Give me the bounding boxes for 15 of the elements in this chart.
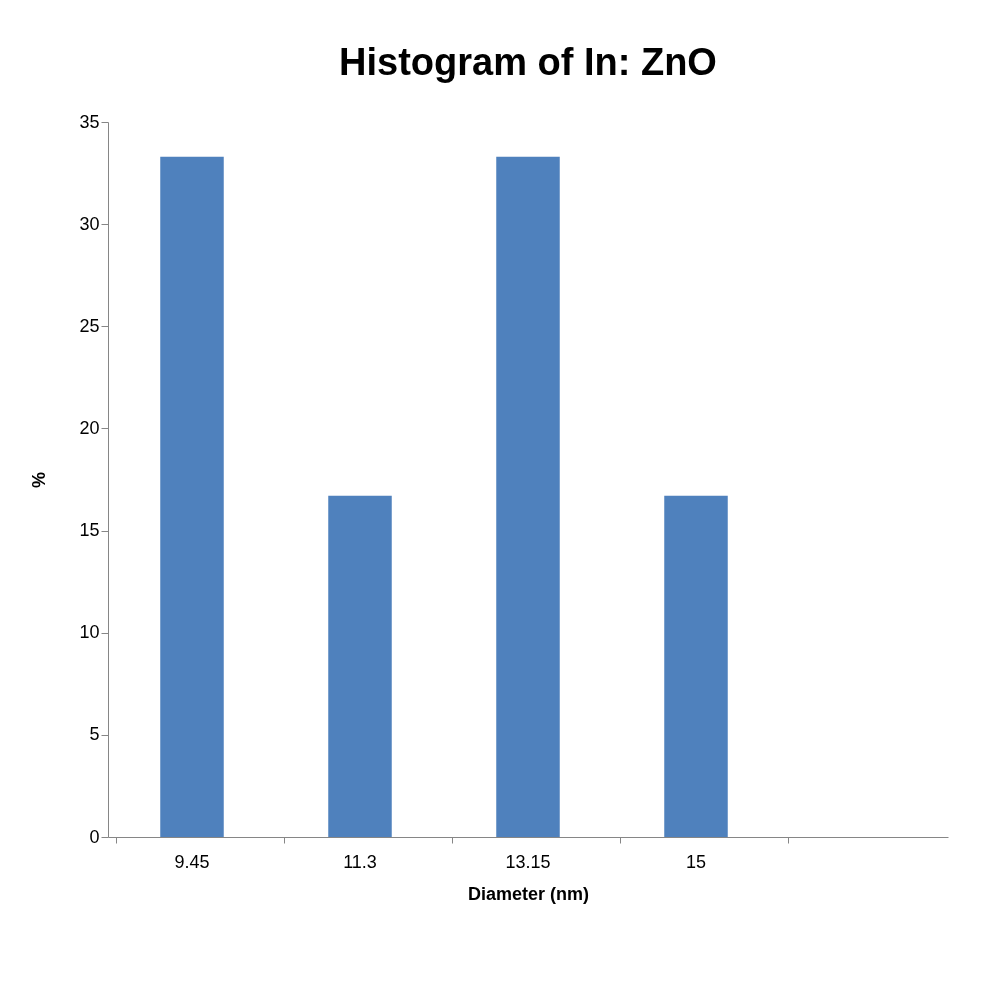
chart-title: Histogram of In: ZnO (339, 41, 717, 83)
x-tick-label: 15 (685, 851, 707, 872)
y-tick-label: 10 (79, 622, 100, 643)
y-tick-label: 35 (79, 111, 100, 132)
y-tick-label: 0 (89, 826, 100, 847)
y-tick-label: 15 (79, 520, 100, 541)
x-axis-title: Diameter (nm) (467, 883, 590, 904)
y-tick-label: 5 (89, 724, 100, 745)
x-tick-label: 11.3 (343, 851, 377, 872)
y-tick-label: 30 (79, 213, 100, 234)
y-tick-label: 20 (79, 417, 100, 438)
y-axis-title: % (29, 471, 50, 489)
x-tick-label: 13.15 (505, 851, 551, 872)
x-tick-label: 9.45 (174, 851, 210, 872)
y-tick-label: 25 (79, 315, 100, 336)
